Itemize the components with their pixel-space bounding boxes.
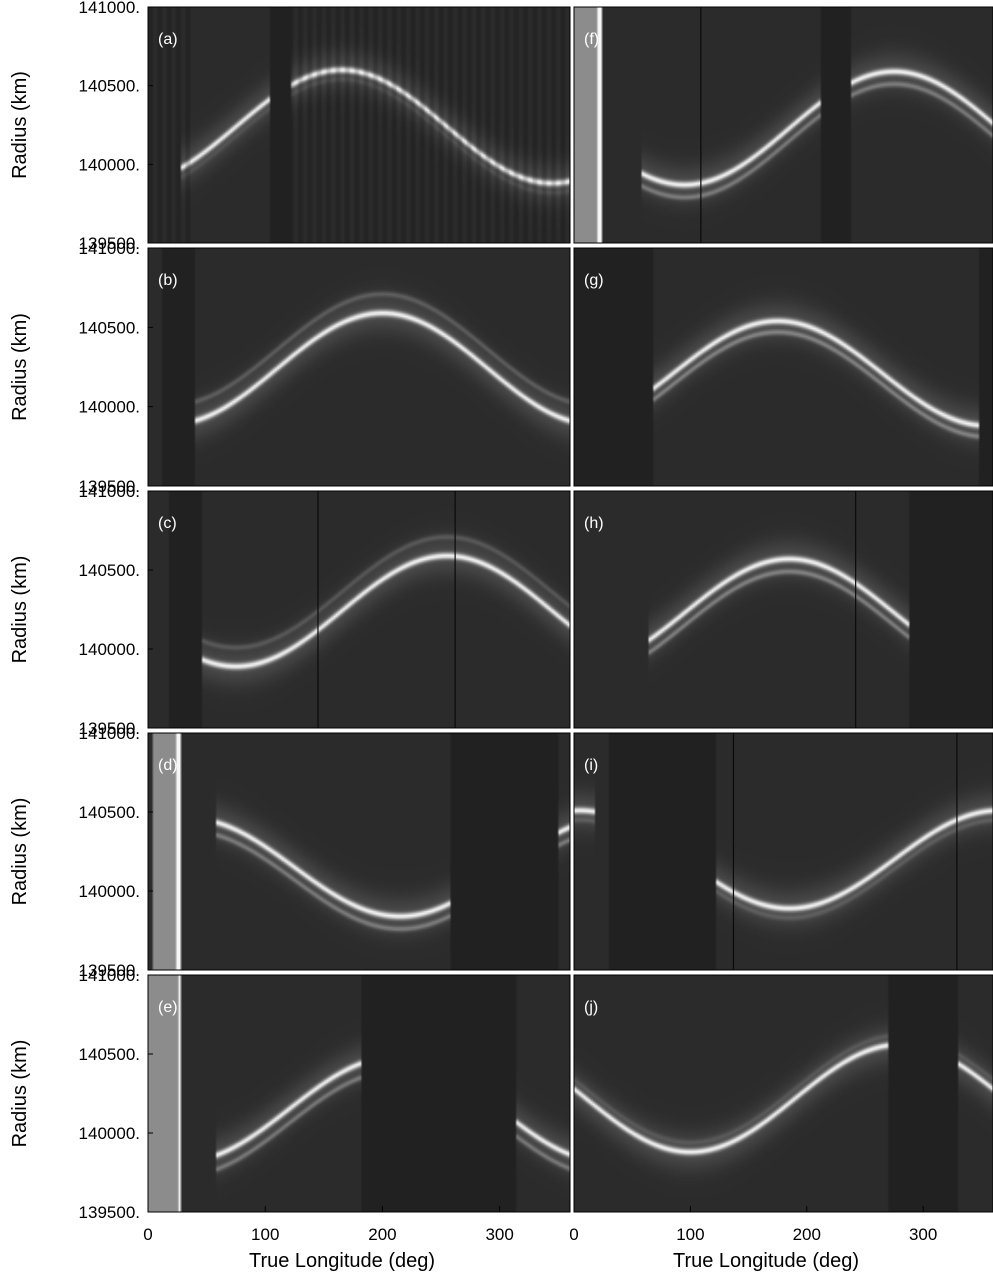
panel-frame (573, 6, 993, 244)
panel-j: (j) (573, 974, 993, 1213)
panel-frame (147, 6, 571, 244)
panel-e: (e) (147, 974, 571, 1213)
y-tick-label: 140000. (79, 640, 140, 659)
panel-frame (573, 974, 993, 1213)
panel-label: (g) (584, 272, 604, 289)
panel-g: (g) (573, 247, 993, 487)
x-tick-label: 300 (485, 1225, 513, 1244)
panel-label: (c) (158, 515, 177, 532)
heatmap-image (148, 491, 570, 728)
y-tick-label: 141000. (79, 482, 140, 501)
heatmap-image (574, 975, 993, 1212)
y-tick-label: 140500. (79, 1045, 140, 1064)
y-tick-label: 140000. (79, 155, 140, 174)
panel-label: (h) (584, 515, 604, 532)
panel-frame (147, 974, 571, 1213)
x-tick-label: 0 (143, 1225, 152, 1244)
y-tick-label: 140500. (79, 561, 140, 580)
y-axis-title: Radius (km) (9, 556, 31, 664)
heatmap-image (148, 248, 570, 486)
y-axis-title: Radius (km) (9, 71, 31, 179)
panel-frame (147, 247, 571, 487)
y-axis-title: Radius (km) (9, 798, 31, 906)
y-axis-title: Radius (km) (9, 313, 31, 421)
panel-frame (573, 732, 993, 971)
x-tick-label: 0 (569, 1225, 578, 1244)
y-tick-label: 140000. (79, 882, 140, 901)
axes-layer: 141000. 140500. 140000. 139500. Radius (km) 1… (9, 0, 937, 1244)
y-tick-label: 140500. (79, 318, 140, 337)
y-tick-label: 140000. (79, 398, 140, 417)
panel-label: (b) (158, 272, 178, 289)
y-tick-label: 139500. (79, 477, 140, 496)
x-axis-title-left: True Longitude (deg) (249, 1250, 435, 1272)
y-tick-label: 139500. (79, 961, 140, 980)
panel-label: (j) (584, 999, 598, 1016)
x-tick-label: 100 (676, 1225, 704, 1244)
heatmap-image (574, 248, 993, 486)
y-tick-label: 140000. (79, 1124, 140, 1143)
panel-c: (c) (147, 490, 571, 729)
x-tick-label: 300 (909, 1225, 937, 1244)
panel-frame (147, 732, 571, 971)
heatmap-image (148, 975, 570, 1212)
y-tick-label: 141000. (79, 724, 140, 743)
panel-frame (573, 490, 993, 729)
panel-label: (a) (158, 31, 178, 48)
y-tick-label: 139500. (79, 1203, 140, 1222)
panel-f: (f) (573, 6, 993, 244)
y-tick-label: 140500. (79, 77, 140, 96)
panel-h: (h) (573, 490, 993, 729)
panel-a: (a) (147, 6, 571, 244)
heatmap-image (574, 733, 993, 970)
y-tick-label: 141000. (79, 966, 140, 985)
panel-d: (d) (147, 732, 571, 971)
panel-b: (b) (147, 247, 571, 487)
heatmap-image (574, 7, 993, 243)
panel-label: (i) (584, 757, 598, 774)
heatmap-image (148, 733, 570, 970)
y-tick-label: 141000. (79, 0, 140, 17)
x-tick-label: 200 (793, 1225, 821, 1244)
x-tick-label: 100 (251, 1225, 279, 1244)
y-tick-label: 139500. (79, 234, 140, 253)
y-axis-title: Radius (km) (9, 1040, 31, 1148)
panel-frame (147, 490, 571, 729)
panel-label: (e) (158, 999, 178, 1016)
panel-frame (573, 247, 993, 487)
heatmap-image (148, 7, 570, 243)
panel-label: (d) (158, 757, 178, 774)
x-axis-title-right: True Longitude (deg) (673, 1250, 859, 1272)
y-tick-label: 141000. (79, 239, 140, 258)
y-tick-label: 140500. (79, 803, 140, 822)
heatmap-image (574, 491, 993, 728)
panel-label: (f) (584, 31, 599, 48)
panel-i: (i) (573, 732, 993, 971)
y-tick-label: 139500. (79, 719, 140, 738)
panels-layer: (a) (b) (c) (d) (e) (f) (g) (h) (i) (j) (147, 6, 993, 1213)
x-tick-label: 200 (368, 1225, 396, 1244)
